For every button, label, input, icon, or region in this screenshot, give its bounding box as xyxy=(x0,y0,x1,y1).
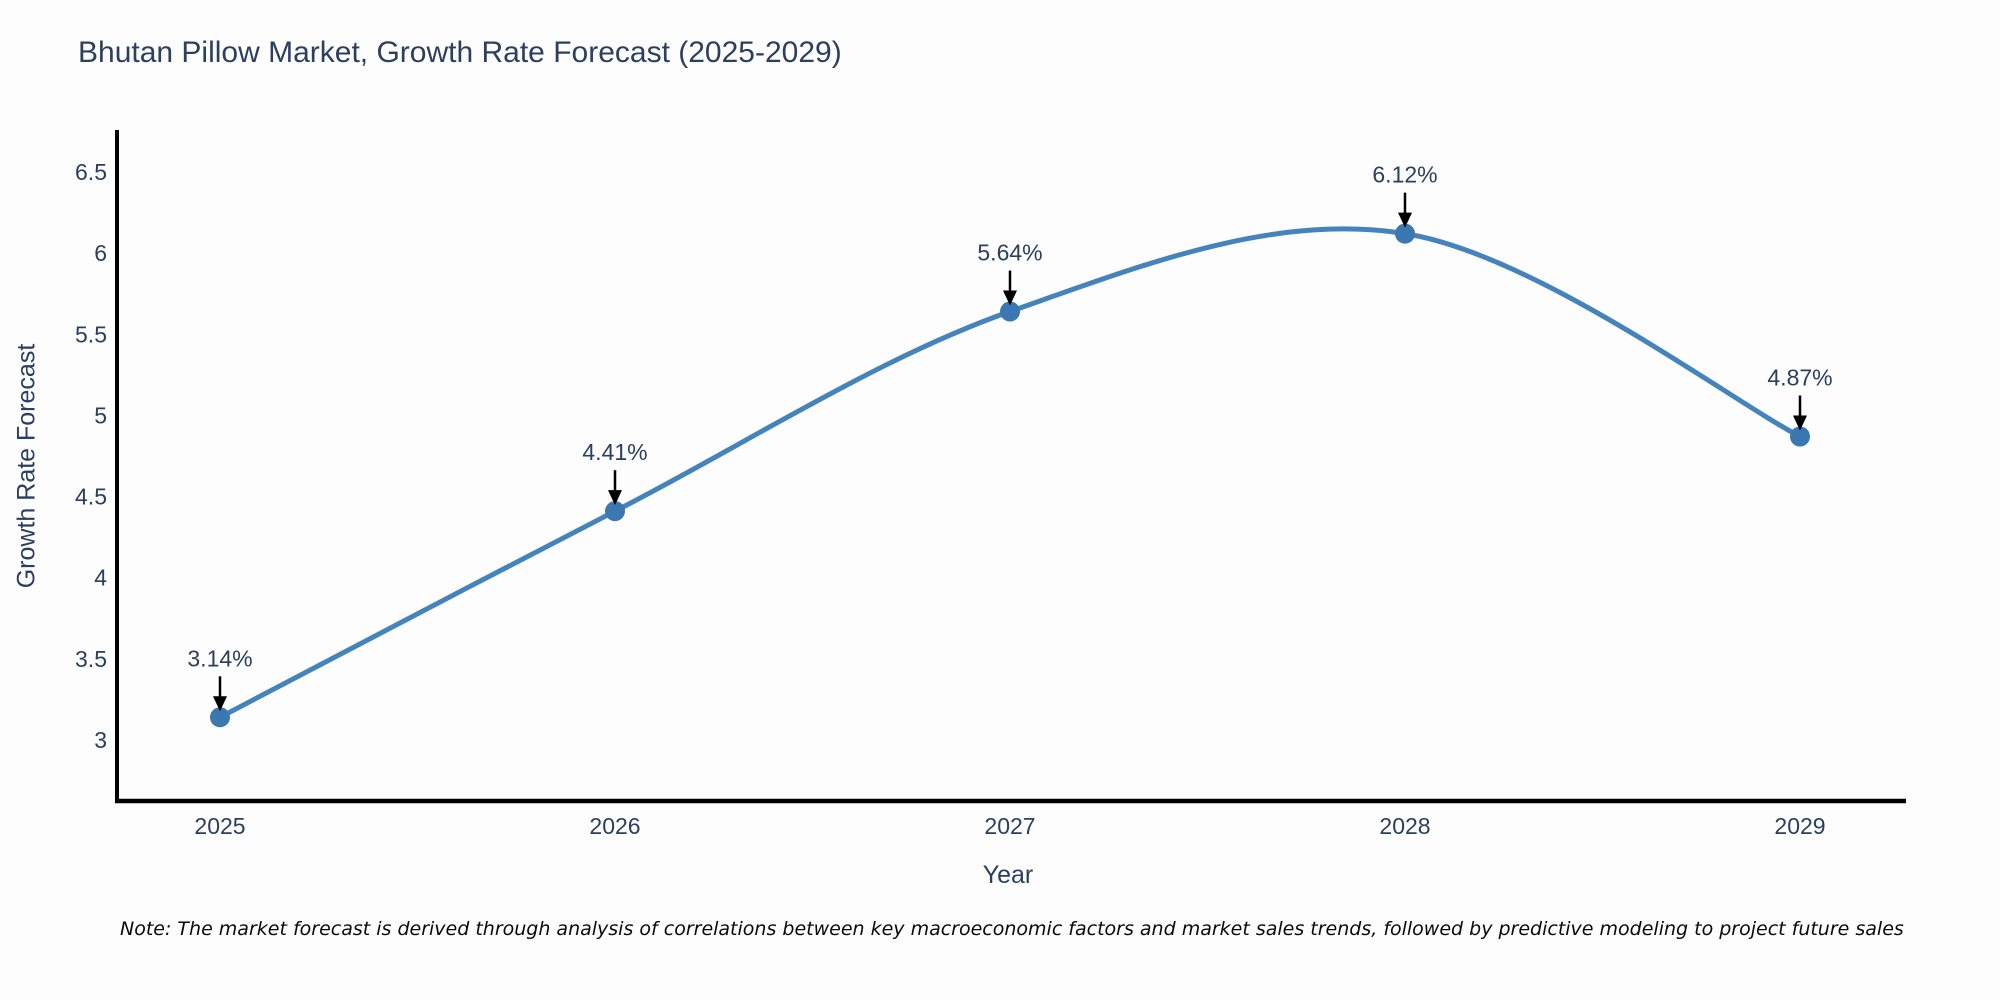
y-tick-label: 4 xyxy=(94,565,107,591)
x-tick-label: 2028 xyxy=(1379,813,1430,839)
annotation-arrowhead-icon xyxy=(1003,290,1017,306)
annotation-arrowhead-icon xyxy=(1398,212,1412,228)
y-tick-label: 5.5 xyxy=(75,321,107,347)
y-tick-label: 5 xyxy=(94,402,107,428)
y-tick-label: 6 xyxy=(94,240,107,266)
point-annotation-label: 5.64% xyxy=(977,240,1042,266)
point-annotation-label: 6.12% xyxy=(1372,162,1437,188)
data-point-marker[interactable] xyxy=(1790,426,1810,447)
point-annotation-label: 4.41% xyxy=(582,439,647,465)
x-tick-label: 2025 xyxy=(194,813,245,839)
x-tick-label: 2026 xyxy=(589,813,640,839)
data-point-marker[interactable] xyxy=(605,501,625,522)
footnote: Note: The market forecast is derived thr… xyxy=(120,918,1904,940)
data-point-marker[interactable] xyxy=(1395,223,1415,244)
x-axis-title: Year xyxy=(982,861,1034,889)
x-tick-label: 2029 xyxy=(1774,813,1825,839)
y-tick-label: 3 xyxy=(94,727,107,753)
point-annotation-label: 4.87% xyxy=(1767,364,1832,390)
point-annotation-label: 3.14% xyxy=(187,645,252,671)
annotation-arrowhead-icon xyxy=(1793,415,1807,431)
data-point-marker[interactable] xyxy=(210,707,230,728)
annotation-arrowhead-icon xyxy=(608,490,622,506)
chart-title: Bhutan Pillow Market, Growth Rate Foreca… xyxy=(78,36,842,69)
y-tick-label: 6.5 xyxy=(75,159,107,185)
x-tick-label: 2027 xyxy=(984,813,1035,839)
data-point-marker[interactable] xyxy=(1000,301,1020,322)
y-tick-label: 3.5 xyxy=(75,646,107,672)
annotation-arrowhead-icon xyxy=(213,696,227,712)
y-tick-label: 4.5 xyxy=(75,484,107,510)
